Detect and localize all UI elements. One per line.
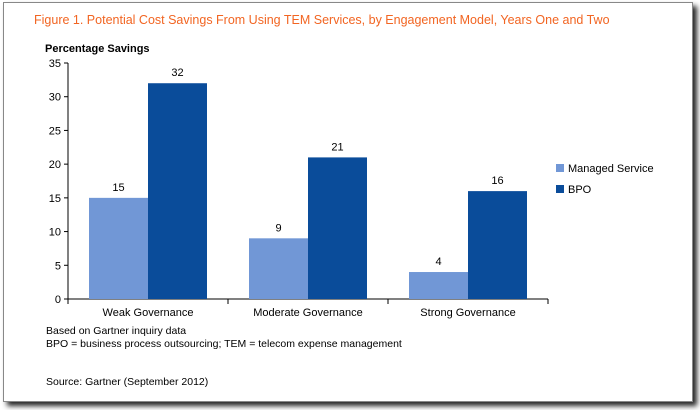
bar: [249, 238, 308, 299]
data-label: 9: [275, 222, 281, 234]
legend-label: BPO: [568, 184, 592, 196]
bar: [89, 197, 148, 299]
y-tick-label: 15: [49, 193, 61, 205]
y-tick-label: 5: [55, 260, 61, 272]
y-axis-title: Percentage Savings: [45, 43, 150, 55]
data-label: 4: [435, 256, 441, 268]
bar: [308, 157, 367, 299]
y-tick-label: 35: [49, 58, 61, 70]
note-abbreviations: BPO = business process outsourcing; TEM …: [46, 338, 402, 350]
bar-chart: Figure 1. Potential Cost Savings From Us…: [34, 13, 654, 319]
legend-swatch: [556, 185, 564, 193]
legend-swatch: [556, 164, 564, 172]
bar: [148, 83, 207, 299]
data-label: 15: [112, 182, 124, 194]
plot-area: 0 5 10 15 20 25 30 35 15 32 Weak Governance 9 21 Mode…: [49, 58, 549, 319]
x-category-label: Strong Governance: [420, 307, 515, 319]
x-category-label: Moderate Governance: [253, 307, 362, 319]
figure-title: Figure 1. Potential Cost Savings From Us…: [34, 13, 610, 27]
y-tick-label: 25: [49, 125, 61, 137]
legend: Managed Service BPO: [556, 163, 654, 196]
bar: [409, 272, 468, 299]
data-label: 21: [331, 141, 343, 153]
y-tick-label: 20: [49, 159, 61, 171]
data-label: 32: [171, 67, 183, 79]
legend-label: Managed Service: [568, 163, 654, 175]
data-label: 16: [491, 175, 503, 187]
y-tick-label: 0: [55, 294, 61, 306]
x-category-label: Weak Governance: [103, 307, 194, 319]
source-note: Source: Gartner (September 2012): [46, 376, 209, 388]
bar: [468, 191, 527, 299]
y-tick-label: 30: [49, 92, 61, 104]
figure-frame: Figure 1. Potential Cost Savings From Us…: [3, 2, 693, 402]
y-tick-label: 10: [49, 227, 61, 239]
note-data-basis: Based on Gartner inquiry data: [46, 325, 187, 337]
